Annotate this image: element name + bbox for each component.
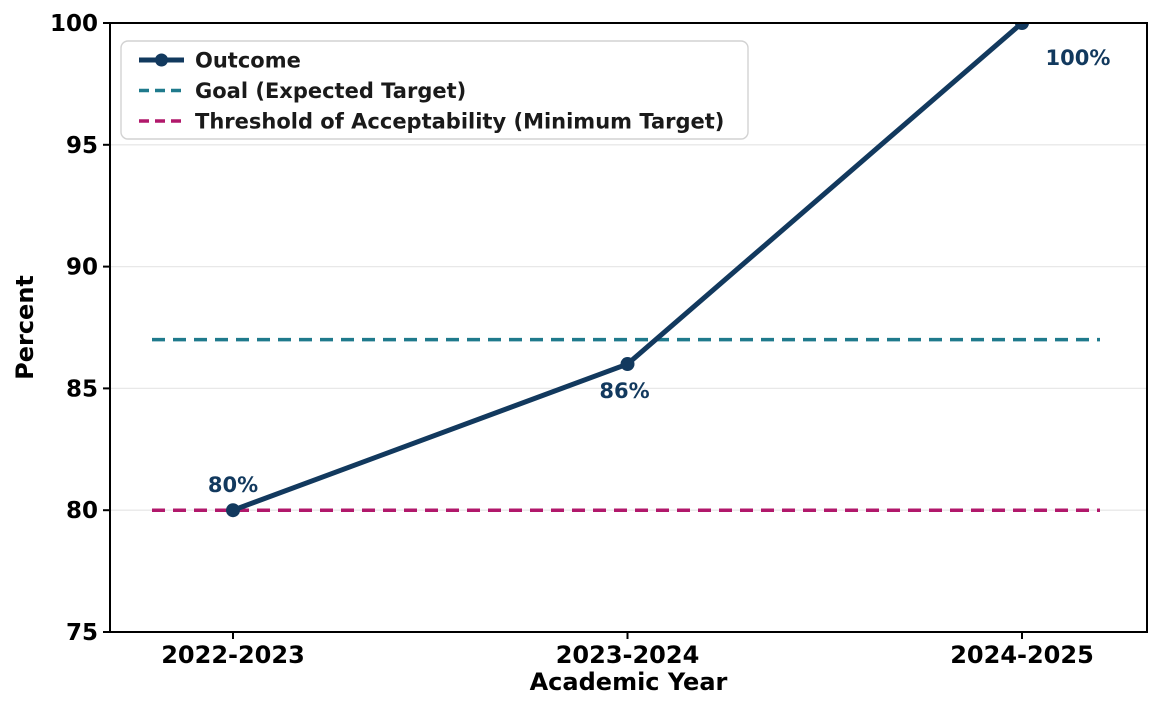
x-tick-label: 2022-2023 (161, 641, 305, 669)
y-tick-label: 85 (66, 376, 98, 402)
outcome-marker (226, 503, 240, 518)
data-label: 80% (208, 473, 258, 497)
y-axis-label: Percent (11, 275, 39, 380)
legend-entry: Threshold of Acceptability (Minimum Targ… (139, 110, 724, 134)
x-tick-label: 2024-2025 (950, 641, 1094, 669)
axis-ticks (103, 22, 1023, 639)
y-tick-label: 90 (66, 255, 98, 281)
y-tick-label: 100 (50, 11, 98, 37)
outcome-marker (620, 357, 635, 372)
legend-entry: Outcome (139, 49, 301, 73)
y-tick-label: 80 (66, 498, 98, 524)
outcome-marker (1015, 23, 1029, 30)
x-axis-label: Academic Year (530, 668, 728, 696)
legend-label: Outcome (195, 49, 301, 73)
legend-label: Threshold of Acceptability (Minimum Targ… (195, 110, 724, 134)
legend: Outcome Goal (Expected Target) Threshold o… (120, 40, 749, 140)
x-tick-label: 2023-2024 (556, 641, 700, 669)
y-tick-label: 75 (66, 620, 98, 646)
legend-marker-sample (155, 53, 168, 67)
legend-entry: Goal (Expected Target) (139, 79, 466, 103)
data-label: 100% (1046, 46, 1111, 70)
y-tick-label: 95 (66, 133, 98, 159)
data-label: 86% (599, 379, 649, 403)
legend-label: Goal (Expected Target) (195, 79, 466, 103)
legend-box (120, 40, 749, 140)
outcome-series (226, 23, 1029, 518)
